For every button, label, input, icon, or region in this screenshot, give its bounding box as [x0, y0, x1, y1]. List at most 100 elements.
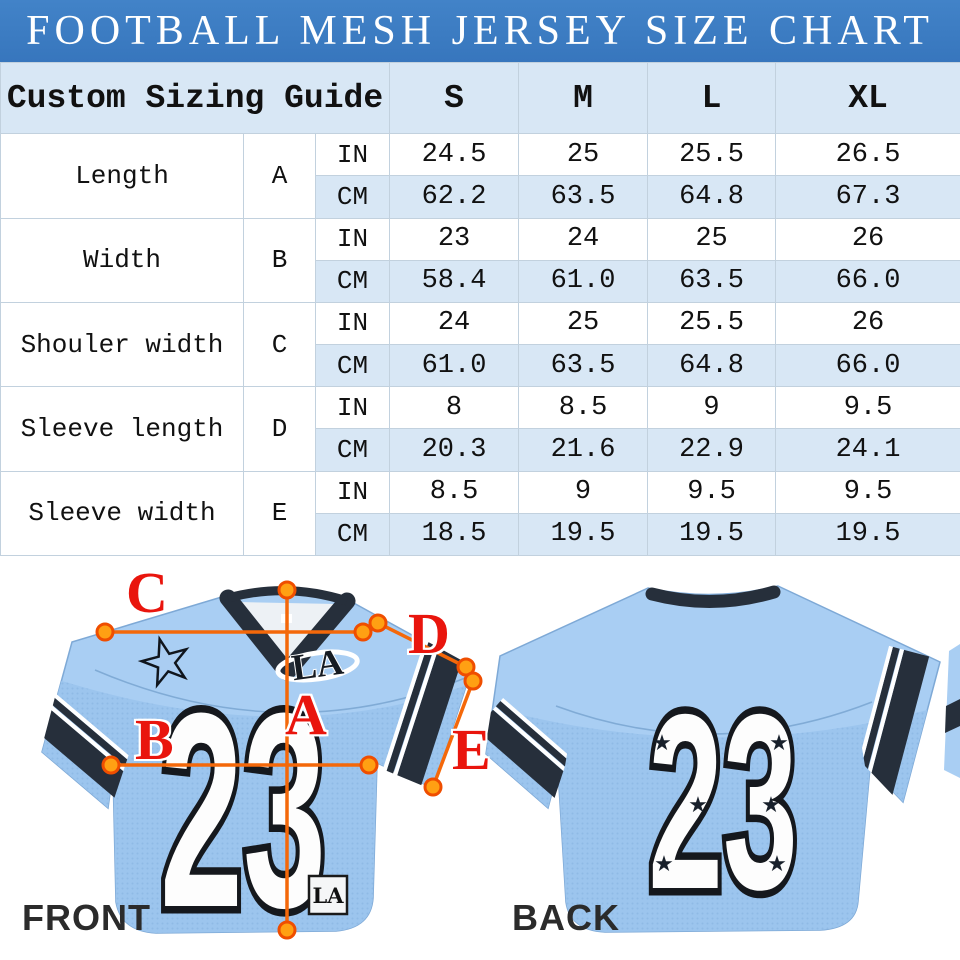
measure-letter: A	[243, 133, 316, 219]
value-cell: 25	[518, 133, 649, 177]
annotation-letter-c: C	[126, 560, 168, 625]
value-cell: 66.0	[775, 259, 960, 303]
guide-header: Custom Sizing Guide	[0, 61, 391, 135]
jersey-artwork: ★ LA 23 LA	[40, 580, 960, 960]
value-cell: 25	[518, 301, 649, 346]
measure-label: Sleeve width	[0, 470, 244, 557]
front-mesh-panel	[42, 669, 472, 933]
value-cell: 9.5	[647, 470, 777, 514]
value-cell: 19.5	[647, 512, 777, 557]
value-cell: 24	[389, 301, 520, 346]
unit-cell: CM	[314, 428, 391, 472]
measurement-dot	[359, 755, 379, 775]
unit-cell: IN	[314, 301, 391, 346]
unit-cell: IN	[314, 217, 391, 261]
star-icon: ★	[688, 793, 708, 818]
value-cell: 19.5	[775, 512, 960, 557]
front-jersey: ★ LA 23 LA	[40, 586, 473, 960]
measurement-lines	[105, 590, 475, 930]
measurement-dot	[463, 671, 483, 691]
value-cell: 64.8	[647, 175, 777, 219]
value-cell: 22.9	[647, 428, 777, 472]
value-cell: 9	[647, 386, 777, 430]
annotation-letter-d: D	[408, 601, 450, 666]
value-cell: 24	[518, 217, 649, 261]
size-header-m: M	[518, 61, 649, 135]
measurement-line-e	[431, 680, 475, 788]
value-cell: 58.4	[389, 259, 520, 303]
value-cell: 8	[389, 386, 520, 430]
back-mesh-panel	[486, 701, 940, 932]
value-cell: 9	[518, 470, 649, 514]
back-number: 23	[643, 658, 804, 947]
table-row: CM 58.4 61.0 63.5 66.0	[1, 259, 960, 303]
measurement-dot	[277, 580, 297, 600]
size-header-l: L	[647, 61, 777, 135]
measurement-line-d	[377, 621, 467, 669]
value-cell: 62.2	[389, 175, 520, 219]
table-row: Sleeve width E IN 8.5 9 9.5 9.5	[0, 470, 960, 557]
chest-logo: LA	[275, 641, 360, 690]
table-row: CM 62.2 63.5 64.8 67.3	[1, 175, 960, 219]
measurement-dot	[277, 920, 297, 940]
unit-cell: CM	[314, 512, 391, 557]
front-right-sleeve-stripes	[378, 640, 465, 790]
measure-label: Shouler width	[0, 301, 244, 388]
unit-cell: IN	[314, 470, 391, 514]
value-cell: 61.0	[389, 344, 520, 388]
value-cell: 63.5	[647, 259, 777, 303]
table-row: Length A IN 24.5 25 25.5 26.5	[0, 133, 960, 219]
measure-label: Length	[0, 133, 244, 219]
jersey-diagram: ★ LA 23 LA	[0, 556, 960, 960]
star-icon: ★	[652, 731, 672, 756]
front-number: 23	[154, 650, 331, 960]
measurement-dots	[95, 580, 483, 940]
value-cell: 24.5	[389, 133, 520, 177]
page-title: FOOTBALL MESH JERSEY SIZE CHART	[26, 8, 934, 54]
value-cell: 25.5	[647, 133, 777, 177]
value-cell: 64.8	[647, 344, 777, 388]
table-row: Width B IN 23 24 25 26	[0, 217, 960, 303]
value-cell: 26.5	[775, 133, 960, 177]
value-cell: 9.5	[775, 470, 960, 514]
unit-cell: IN	[314, 133, 391, 177]
back-jersey: 23 ★ ★ ★ ★ ★ ★	[484, 585, 960, 947]
value-cell: 23	[389, 217, 520, 261]
annotation-letter-b: B	[135, 707, 174, 772]
annotation-letter-a: A	[285, 682, 327, 747]
value-cell: 66.0	[775, 344, 960, 388]
unit-cell: IN	[314, 386, 391, 430]
unit-cell: CM	[314, 175, 391, 219]
measurement-dot	[423, 777, 443, 797]
value-cell: 20.3	[389, 428, 520, 472]
value-cell: 24.1	[775, 428, 960, 472]
value-cell: 19.5	[518, 512, 649, 557]
value-cell: 25.5	[647, 301, 777, 346]
back-number-stars: ★ ★ ★ ★ ★ ★	[652, 731, 789, 877]
value-cell: 9.5	[775, 386, 960, 430]
value-cell: 21.6	[518, 428, 649, 472]
star-icon: ★	[767, 852, 787, 877]
value-cell: 8.5	[389, 470, 520, 514]
hem-patch-text: LA	[312, 883, 344, 908]
value-cell: 61.0	[518, 259, 649, 303]
value-cell: 26	[775, 217, 960, 261]
size-header-xl: XL	[775, 61, 960, 135]
value-cell: 26	[775, 301, 960, 346]
unit-cell: CM	[314, 344, 391, 388]
measure-label: Width	[0, 217, 244, 303]
value-cell: 8.5	[518, 386, 649, 430]
measure-letter: D	[243, 386, 316, 472]
edge-sliver-stripe	[945, 699, 960, 733]
unit-cell: CM	[314, 259, 391, 303]
measure-letter: B	[243, 217, 316, 303]
measure-letter: C	[243, 301, 316, 388]
title-banner: FOOTBALL MESH JERSEY SIZE CHART	[0, 0, 960, 62]
table-row: Shouler width C IN 24 25 25.5 26	[0, 301, 960, 388]
measure-letter: E	[243, 470, 316, 557]
table-row: CM 20.3 21.6 22.9 24.1	[1, 428, 960, 472]
back-view-label: BACK	[512, 897, 620, 938]
size-header-s: S	[389, 61, 520, 135]
star-icon: ★	[654, 852, 674, 877]
svg-text:23: 23	[160, 656, 326, 960]
